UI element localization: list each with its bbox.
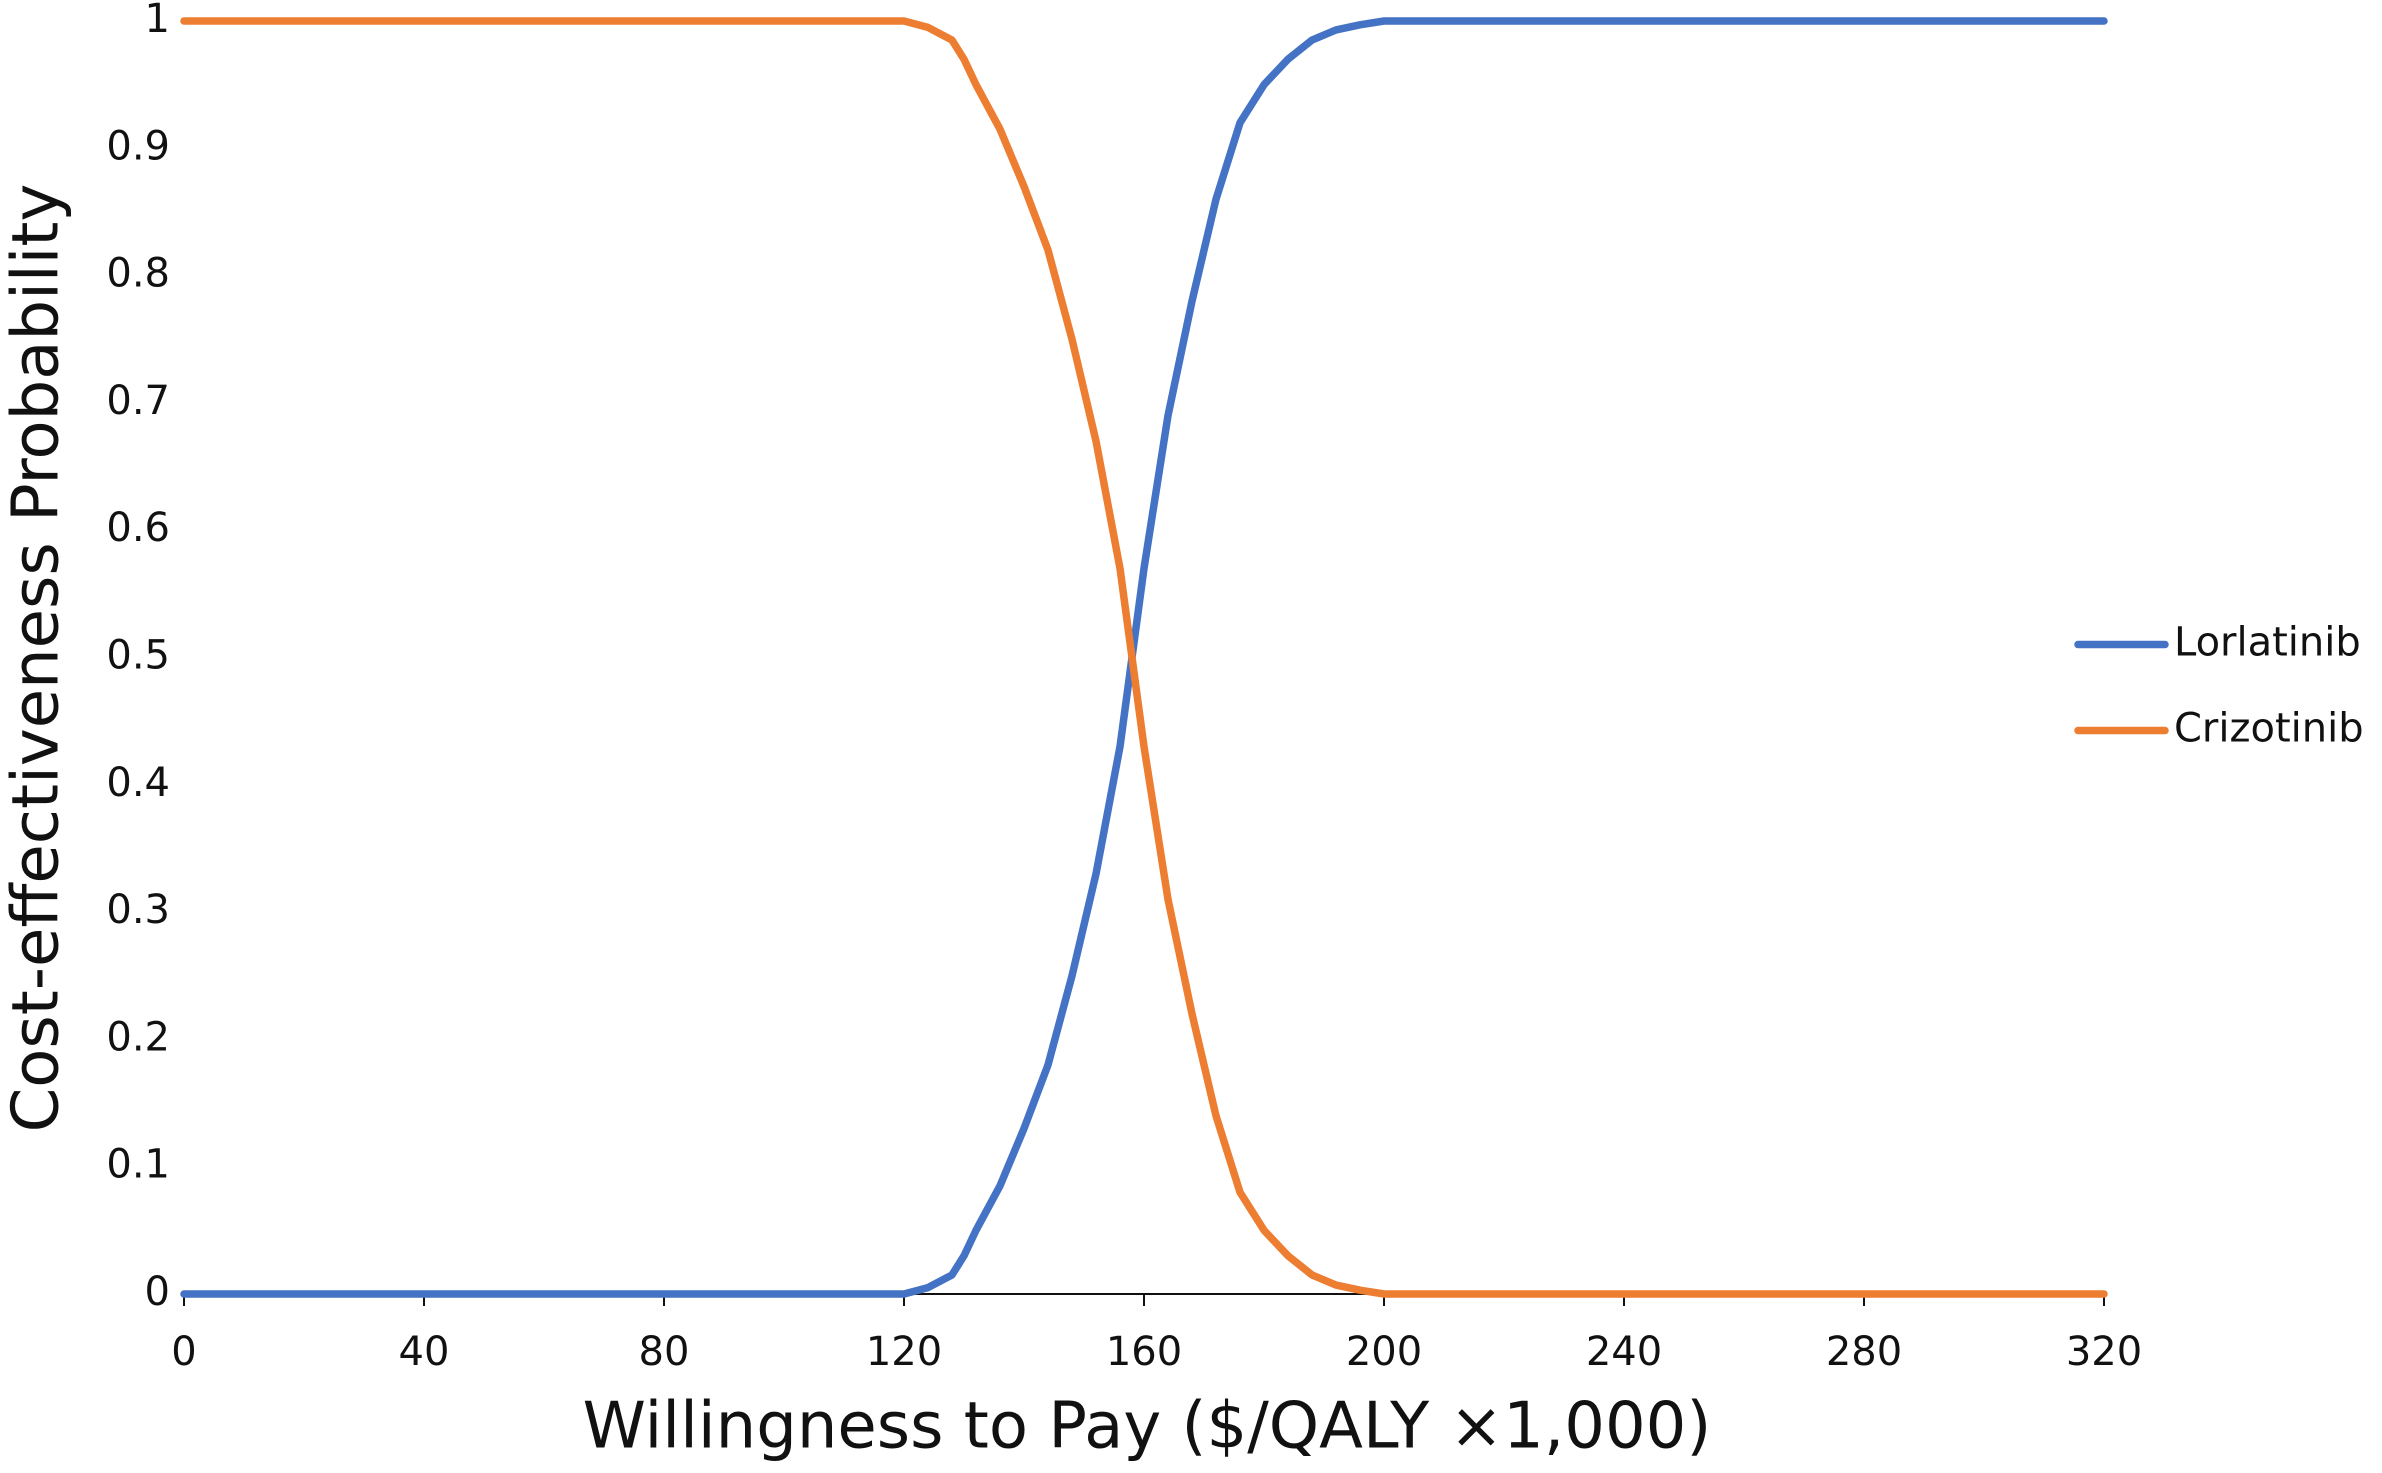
y-tick-label: 0.3: [106, 887, 170, 933]
y-tick-label: 0.6: [106, 505, 170, 551]
x-tick-label: 80: [639, 1329, 690, 1375]
y-tick-label: 0.9: [106, 123, 170, 169]
series-line: [180, 17, 2108, 1298]
y-tick-label: 0.5: [106, 633, 170, 679]
y-tick-label: 0.2: [106, 1014, 170, 1060]
y-tick-label: 0: [145, 1269, 170, 1315]
y-tick-label: 0.8: [106, 251, 170, 297]
legend-label: Lorlatinib: [2174, 620, 2361, 666]
legend-label: Crizotinib: [2174, 706, 2364, 752]
x-tick-label: 0: [171, 1329, 196, 1375]
x-tick-label: 160: [1106, 1329, 1182, 1375]
y-tick-label: 0.7: [106, 378, 170, 424]
x-tick-label: 120: [866, 1329, 942, 1375]
x-tick-label: 280: [1826, 1329, 1902, 1375]
y-tick-label: 1: [145, 0, 170, 42]
x-tick-label: 320: [2066, 1329, 2142, 1375]
y-tick-label: 0.1: [106, 1142, 170, 1188]
series-line: [180, 17, 2108, 1298]
x-axis-title: Willingness to Pay ($/QALY ×1,000): [583, 1390, 1712, 1464]
x-tick-label: 40: [399, 1329, 450, 1375]
y-tick-label: 0.4: [106, 760, 170, 806]
y-axis-title: Cost-effectiveness Probability: [0, 184, 74, 1133]
x-tick-label: 200: [1346, 1329, 1422, 1375]
x-tick-label: 240: [1586, 1329, 1662, 1375]
